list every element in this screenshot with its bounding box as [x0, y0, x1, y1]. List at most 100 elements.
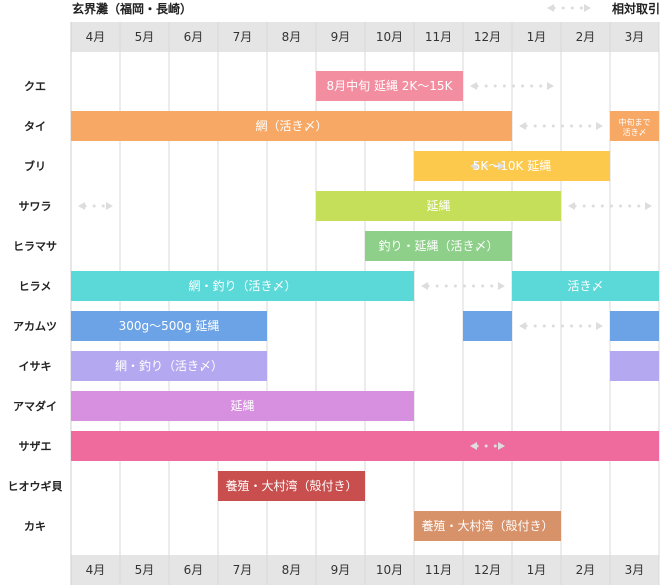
- arrow-left-icon: [78, 202, 85, 210]
- season-bar: [610, 311, 659, 341]
- arrow-right-icon: [498, 442, 505, 450]
- bar-label: 延縄: [426, 198, 450, 213]
- arrow-right-icon: [645, 202, 652, 210]
- bar-label: 網・釣り（活き〆）: [115, 358, 223, 373]
- relative-trade-arrow: [421, 282, 505, 290]
- month-label: 3月: [625, 30, 645, 44]
- month-label: 11月: [425, 30, 452, 44]
- arrow-left-icon: [470, 162, 477, 170]
- arrow-left-icon: [470, 82, 477, 90]
- species-name: クエ: [24, 80, 46, 93]
- species-name: アマダイ: [13, 399, 57, 413]
- species-row: アカムツ 300g〜500g 延縄: [13, 311, 659, 341]
- month-label: 7月: [233, 30, 253, 44]
- bar-label: 活き〆: [567, 279, 603, 293]
- species-name: ヒラメ: [19, 280, 52, 293]
- bar-label: 釣り・延縄（活き〆）: [378, 238, 498, 253]
- bar-label: 5K〜10K 延縄: [473, 158, 551, 173]
- month-label: 1月: [527, 30, 547, 44]
- arrow-right-icon: [498, 282, 505, 290]
- season-bar: [71, 111, 512, 141]
- arrow-left-icon: [470, 442, 477, 450]
- species-row: アマダイ 延縄: [13, 391, 414, 421]
- species-name: ヒオウギ貝: [8, 479, 63, 493]
- season-bar: [71, 431, 659, 461]
- season-bar: [512, 271, 659, 301]
- relative-trade-arrow: [519, 122, 603, 130]
- arrow-left-icon: [547, 4, 554, 12]
- species-name: ヒラマサ: [13, 240, 57, 253]
- month-label: 4月: [86, 563, 106, 577]
- month-label: 10月: [376, 30, 403, 44]
- bar-label: 養殖・大村湾（殻付き）: [421, 518, 553, 533]
- region-title: 玄界灘（福岡・長崎）: [72, 2, 193, 16]
- bar-label: 網・釣り（活き〆）: [188, 278, 296, 293]
- month-label: 2月: [576, 563, 596, 577]
- species-row: クエ 8月中旬 延縄 2K〜15K: [24, 71, 554, 101]
- species-row: ブリ 5K〜10K 延縄: [24, 151, 610, 181]
- arrow-left-icon: [568, 202, 575, 210]
- month-label: 9月: [331, 30, 351, 44]
- season-bar: [414, 511, 561, 541]
- bar-label: 養殖・大村湾（殻付き）: [225, 478, 357, 493]
- month-label: 12月: [474, 563, 501, 577]
- species-row: サワラ 延縄: [19, 191, 652, 221]
- month-label: 11月: [425, 563, 452, 577]
- bar-label: 8月中旬 延縄 2K〜15K: [327, 78, 454, 93]
- bar-label: 中旬まで活き〆: [619, 117, 651, 137]
- month-label: 10月: [376, 563, 403, 577]
- month-label: 8月: [282, 563, 302, 577]
- arrow-right-icon: [547, 82, 554, 90]
- season-bar: [463, 311, 512, 341]
- month-label: 4月: [86, 30, 106, 44]
- month-label: 7月: [233, 563, 253, 577]
- species-name: カキ: [24, 520, 46, 533]
- relative-trade-arrow: [470, 82, 554, 90]
- relative-trade-arrow: [568, 202, 652, 210]
- season-bar: [316, 71, 463, 101]
- season-bar: [71, 271, 414, 301]
- species-name: サザエ: [19, 440, 52, 453]
- species-row: カキ 養殖・大村湾（殻付き）: [24, 511, 561, 541]
- month-label: 6月: [184, 563, 204, 577]
- legend-arrow: [547, 4, 591, 12]
- arrow-left-icon: [519, 122, 526, 130]
- species-row: タイ 網（活き〆） 中旬まで活き〆: [24, 111, 659, 141]
- season-bar: [218, 471, 365, 501]
- species-name: アカムツ: [13, 320, 57, 333]
- relative-trade-arrow: [470, 442, 505, 450]
- arrow-right-icon: [596, 322, 603, 330]
- month-label: 12月: [474, 30, 501, 44]
- bar-label: 300g〜500g 延縄: [119, 318, 220, 333]
- arrow-right-icon: [584, 4, 591, 12]
- species-name: ブリ: [24, 159, 46, 173]
- species-row: イサキ 網・釣り（活き〆）: [19, 351, 659, 381]
- month-label: 2月: [576, 30, 596, 44]
- season-bar: [414, 151, 610, 181]
- arrow-right-icon: [498, 162, 505, 170]
- relative-trade-arrow: [519, 322, 603, 330]
- arrow-right-icon: [596, 122, 603, 130]
- month-label: 5月: [135, 30, 155, 44]
- relative-trade-arrow: [78, 202, 113, 210]
- species-row: ヒラメ 網・釣り（活き〆） 活き〆: [19, 271, 659, 301]
- season-bar: [365, 231, 512, 261]
- month-label: 1月: [527, 563, 547, 577]
- month-label: 3月: [625, 563, 645, 577]
- season-bar: [71, 351, 267, 381]
- month-label: 8月: [282, 30, 302, 44]
- season-bar: [610, 351, 659, 381]
- species-name: イサキ: [19, 360, 52, 373]
- arrow-right-icon: [106, 202, 113, 210]
- month-label: 9月: [331, 563, 351, 577]
- species-row: ヒオウギ貝 養殖・大村湾（殻付き）: [8, 471, 365, 501]
- arrow-left-icon: [519, 322, 526, 330]
- season-bar: [71, 311, 267, 341]
- species-row: ヒラマサ 釣り・延縄（活き〆）: [13, 231, 512, 261]
- month-label: 5月: [135, 563, 155, 577]
- species-name: サワラ: [19, 200, 52, 213]
- species-name: タイ: [24, 120, 46, 133]
- season-bar: [316, 191, 561, 221]
- bar-label: 延縄: [230, 398, 254, 413]
